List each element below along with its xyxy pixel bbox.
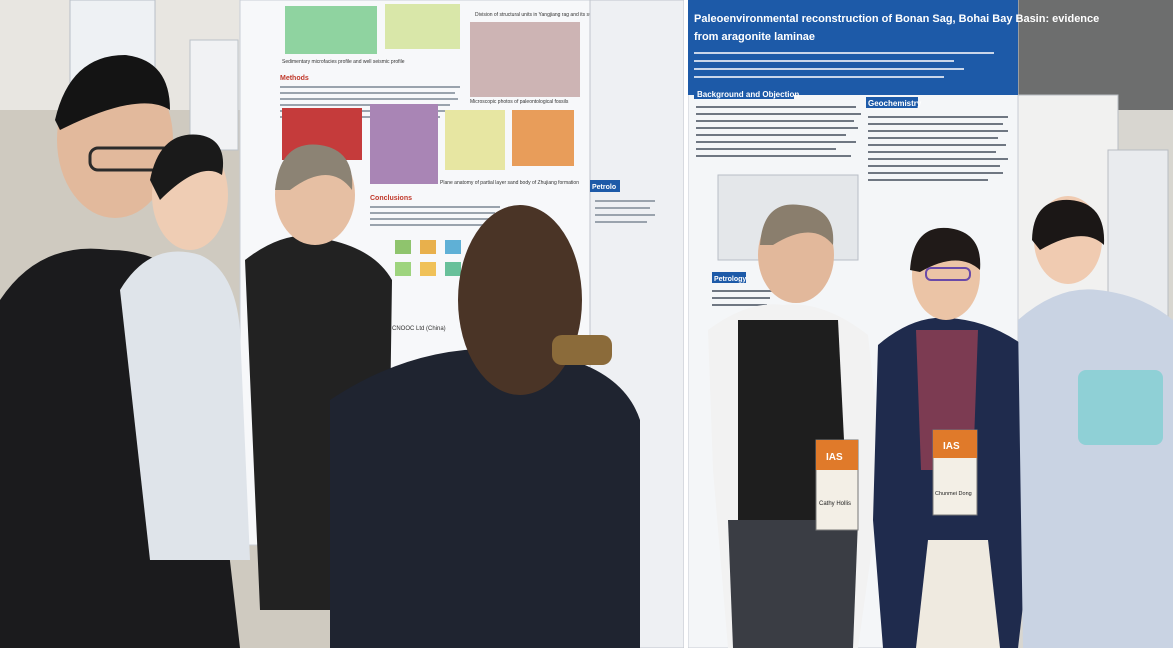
poster-microscopic-caption: Microscopic photos of paleontological fo… (470, 99, 569, 105)
poster-authors-lines (694, 52, 994, 78)
person-cathy-right-trousers (728, 520, 858, 648)
person-cathy-hair (275, 144, 353, 190)
badge-cathy-logo: IAS (826, 452, 843, 463)
right-photo-scene: Paleoenvironmental reconstruction of Bon… (688, 0, 1173, 648)
poster-figure-purple-map (370, 104, 438, 184)
person-woman-right-hair (1032, 199, 1105, 250)
poster-caption-top-a: Sedimentary microfacies profile and well… (282, 59, 405, 65)
badge-chunmei-header (933, 430, 977, 458)
section-petrology-text (712, 290, 772, 306)
poster-caption-top-b: Division of structural units in Yangjian… (475, 12, 627, 18)
poster-figure-structural-map (470, 22, 580, 97)
person-chunmei-glasses (925, 267, 971, 281)
section-background-title: Background and Objection (697, 90, 799, 99)
side-poster-heading: Petrolo (592, 184, 616, 191)
section-petrology-title: Petrology (714, 276, 746, 283)
person-woman-back-body (330, 348, 640, 648)
side-poster-heading-bg (590, 180, 620, 192)
badge-cathy-header (816, 440, 858, 470)
person-woman-a-body (120, 251, 250, 560)
distant-poster-board (189, 39, 239, 151)
person-cathy-right-hair (760, 204, 834, 245)
poster-conclusions-heading: Conclusions (370, 195, 412, 202)
person-woman-back-hair (458, 205, 582, 395)
section-background-header (694, 88, 794, 99)
poster-figure-profile-b (385, 4, 460, 49)
person-woman-a-hair (150, 134, 224, 200)
person-woman-back-hairclip (552, 335, 612, 365)
section-background-text (696, 106, 861, 157)
section-geochemistry-text (868, 116, 1008, 181)
person-woman-right-shirt (1018, 289, 1173, 648)
badge-chunmei-logo: IAS (943, 441, 960, 452)
hall-ceiling-right (1018, 0, 1173, 110)
poster-title-banner (688, 0, 1018, 95)
left-photo-scene: Sedimentary microfacies profile and well… (0, 0, 684, 648)
poster-figure-sand-body-b (512, 110, 574, 166)
right-photo: Paleoenvironmental reconstruction of Bon… (688, 0, 1173, 648)
poster-title-line1: Paleoenvironmental reconstruction of Bon… (694, 13, 1099, 25)
canvas-bag (916, 540, 1000, 648)
poster-colour-swatches (395, 240, 461, 276)
badge-chunmei-name: Chunmei Dong (935, 491, 972, 497)
person-chunmei-hair (910, 227, 981, 272)
photo-divider (684, 0, 688, 648)
side-poster-text (595, 200, 655, 223)
poster-figure-profile-a (285, 6, 377, 54)
poster-conclusions-text (370, 206, 500, 226)
person-man-hair (55, 55, 170, 130)
poster-methods-heading: Methods (280, 75, 309, 82)
tablet-device (1078, 370, 1163, 445)
poster-figure-sand-body-a (445, 110, 505, 170)
poster-plane-caption: Plane anatomy of partial layer sand body… (440, 180, 579, 186)
poster-footer-org: CNOOC Ltd (China) (392, 326, 446, 332)
badge-cathy-name: Cathy Hollis (819, 501, 851, 507)
section-geochemistry-header (866, 97, 918, 108)
section-petrology-header (712, 272, 746, 283)
left-photo: Sedimentary microfacies profile and well… (0, 0, 684, 648)
section-geochemistry-title: Geochemistry (868, 99, 922, 108)
poster-title-line2: from aragonite laminae (694, 31, 815, 43)
